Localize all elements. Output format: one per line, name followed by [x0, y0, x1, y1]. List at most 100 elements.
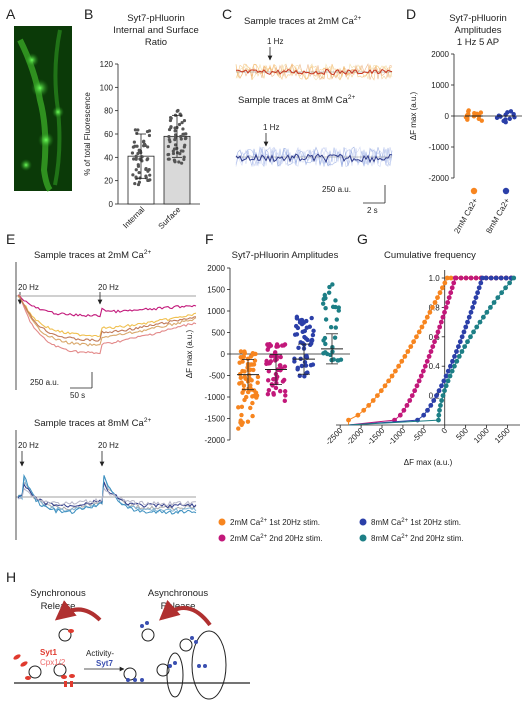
data-point	[448, 363, 453, 369]
panel-b-title-3: Ratio	[145, 37, 167, 48]
data-point	[182, 155, 186, 159]
data-point	[421, 412, 427, 418]
data-point	[378, 388, 384, 394]
x-tick-label: -2500	[324, 426, 345, 447]
vesicle	[28, 665, 42, 679]
trace-line	[235, 63, 393, 81]
y-tick-label: 2000	[431, 50, 449, 59]
data-point	[483, 275, 489, 281]
data-point	[458, 275, 464, 281]
data-point	[302, 328, 308, 334]
data-point	[273, 385, 279, 391]
data-point	[283, 393, 288, 398]
data-point	[431, 398, 437, 403]
data-point	[251, 367, 256, 373]
vesicle	[58, 628, 72, 642]
data-point	[241, 354, 246, 360]
data-point	[309, 338, 315, 343]
data-point	[327, 284, 332, 290]
data-point	[424, 314, 430, 320]
legend-label: 8mM Ca2+ 1st 20Hz stim.	[371, 518, 461, 527]
data-point	[248, 405, 253, 411]
data-point	[323, 341, 328, 347]
data-point	[134, 168, 138, 172]
vesicle	[53, 663, 67, 677]
panel-e-trace2-title: Sample traces at 8mM Ca2+	[34, 417, 151, 429]
data-point	[440, 393, 446, 398]
data-point	[479, 118, 484, 123]
data-point	[475, 290, 480, 296]
data-point	[479, 275, 485, 281]
data-point	[446, 295, 452, 300]
data-point	[484, 309, 490, 315]
cpx-label: Cpx1/2	[40, 658, 66, 667]
data-point	[302, 334, 307, 340]
trace-line	[17, 296, 197, 347]
data-point	[503, 117, 508, 122]
data-point	[477, 319, 483, 325]
data-point	[180, 161, 184, 165]
data-point	[445, 378, 451, 384]
data-point	[173, 143, 178, 147]
data-point	[298, 340, 303, 345]
data-point	[412, 388, 418, 394]
trace-line	[235, 146, 393, 168]
data-point	[172, 147, 177, 151]
data-point	[474, 111, 480, 117]
data-point	[466, 109, 471, 114]
data-point	[250, 413, 255, 419]
data-point	[428, 403, 434, 408]
panel-c-scale-y: 250 a.u.	[322, 185, 351, 194]
data-point	[135, 131, 139, 135]
data-point	[282, 342, 288, 347]
data-point	[396, 363, 402, 369]
data-point	[336, 308, 341, 313]
data-point	[452, 363, 457, 369]
data-point	[147, 168, 151, 172]
data-point	[282, 364, 288, 369]
trace-line	[235, 68, 393, 76]
data-point	[405, 349, 411, 354]
y-tick-label: 0.4	[429, 362, 441, 371]
data-point	[430, 344, 436, 349]
x-tick-label: 8mM Ca2+	[484, 196, 512, 235]
data-point	[179, 137, 183, 141]
data-point	[435, 295, 440, 300]
data-point	[239, 404, 245, 410]
data-point	[133, 144, 137, 148]
legend-label: 2mM Ca2+ 2nd 20Hz stim.	[230, 534, 323, 543]
data-point	[425, 407, 430, 413]
data-point	[184, 132, 188, 136]
x-tick-label: 500	[454, 426, 470, 442]
stim-label: 20 Hz	[98, 283, 119, 292]
data-point	[238, 349, 244, 354]
data-point	[137, 170, 141, 175]
data-point	[416, 378, 422, 384]
data-point	[332, 335, 338, 340]
data-point	[465, 339, 470, 345]
data-point	[148, 173, 152, 177]
data-point	[386, 378, 392, 384]
panel-d-title-2: Amplitudes	[455, 25, 502, 36]
panel-e-label: E	[6, 231, 15, 247]
panel-b-label: B	[84, 6, 93, 22]
data-point	[135, 144, 139, 148]
data-point	[320, 301, 326, 306]
data-point	[498, 275, 504, 281]
y-axis-label: ΔF max (a.u.)	[409, 91, 418, 140]
x-tick-label: -2000	[345, 426, 366, 447]
legend-label: 2mM Ca2+ 1st 20Hz stim.	[230, 518, 320, 527]
data-point	[311, 328, 316, 334]
data-point	[297, 320, 303, 325]
data-point	[144, 167, 148, 172]
trace-line	[235, 153, 393, 164]
data-point	[173, 160, 177, 164]
panel-c-trace-2mM	[235, 63, 393, 81]
data-point	[370, 398, 376, 403]
data-point	[303, 363, 309, 368]
y-tick-label: 100	[100, 83, 114, 92]
syt7-label: Syt7	[96, 659, 113, 668]
data-point	[407, 398, 413, 403]
panel-g-cumulative-chart: 0.20.40.60.81.0-2500-2000-1500-1000-5000…	[324, 270, 520, 467]
data-point	[503, 275, 509, 281]
